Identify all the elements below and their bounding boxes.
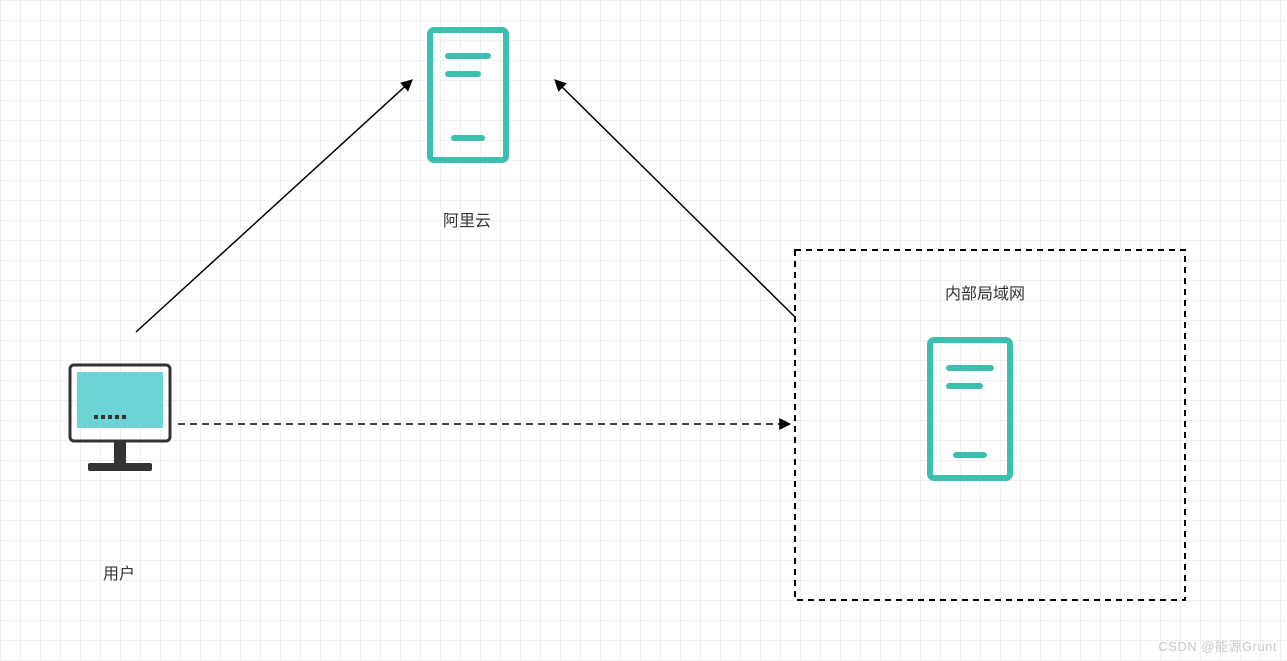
cloud-server-label: 阿里云 [443,207,491,231]
lan-box-label: 内部局域网 [945,280,1025,304]
user-label: 用户 [103,560,135,584]
watermark-text: CSDN @能源Grunt [1158,636,1277,655]
grid-background [0,0,1287,661]
